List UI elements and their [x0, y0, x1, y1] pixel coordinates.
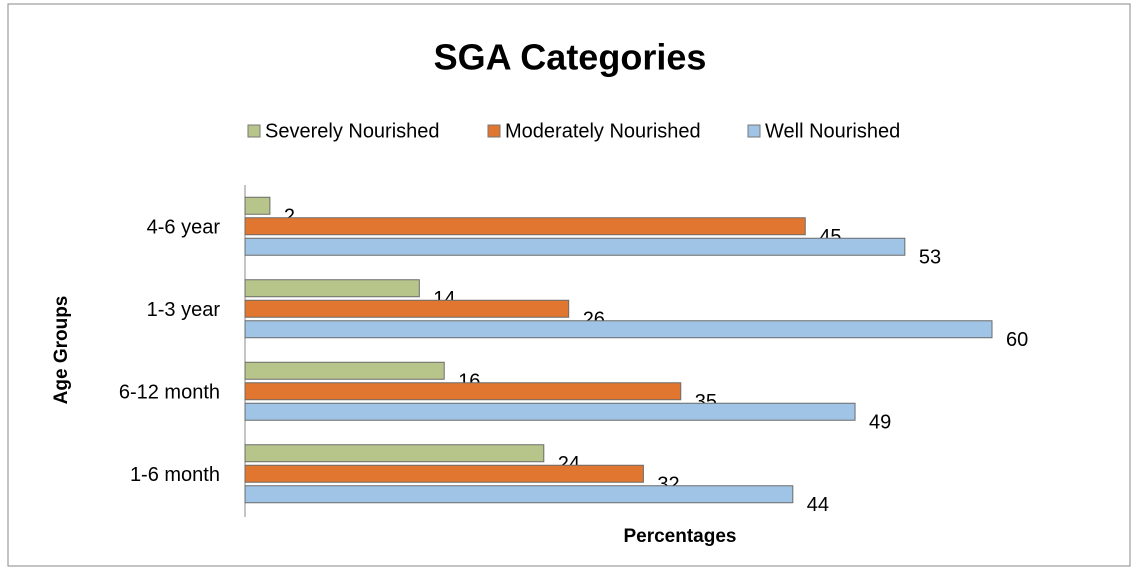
- bar: [244, 485, 794, 504]
- bar: [244, 237, 906, 256]
- legend-swatch: [487, 124, 501, 138]
- data-label: 49: [869, 412, 891, 434]
- data-label: 60: [1006, 329, 1028, 351]
- data-label: 2: [284, 206, 295, 228]
- y-tick-label: 4-6 year: [147, 217, 221, 239]
- legend-label: Severely Nourished: [265, 120, 440, 142]
- y-tick-label: 6-12 month: [119, 382, 220, 404]
- bar: [244, 299, 570, 318]
- bar: [244, 279, 420, 298]
- bar: [244, 464, 644, 483]
- legend-label: Moderately Nourished: [505, 120, 701, 142]
- bar: [244, 444, 545, 463]
- chart-title: SGA Categories: [434, 37, 707, 78]
- y-axis-title: Age Groups: [51, 296, 72, 405]
- legend-label: Well Nourished: [765, 120, 900, 142]
- y-tick-label: 1-3 year: [147, 299, 221, 321]
- data-label: 44: [807, 494, 829, 516]
- bar: [244, 382, 682, 401]
- bar: [244, 361, 445, 380]
- legend-swatch: [747, 124, 761, 138]
- legend-swatch: [247, 124, 261, 138]
- data-label: 53: [919, 247, 941, 269]
- bar: [244, 217, 806, 236]
- bar: [244, 402, 856, 421]
- bar: [244, 196, 271, 215]
- y-tick-label: 1-6 month: [130, 464, 220, 486]
- bar: [244, 320, 993, 339]
- x-axis-title: Percentages: [623, 526, 736, 547]
